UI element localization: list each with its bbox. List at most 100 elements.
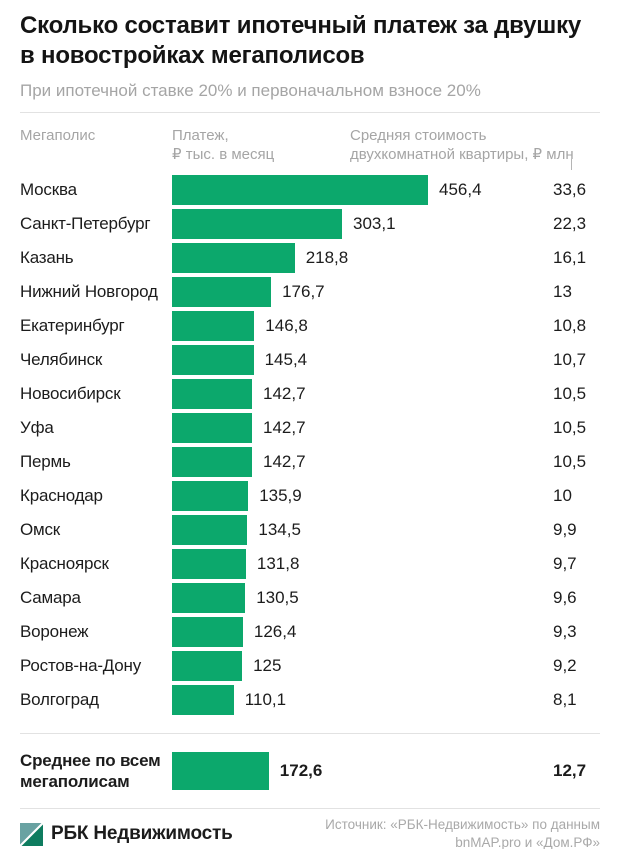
table-row: Екатеринбург 146,8 10,8 bbox=[20, 309, 600, 343]
table-row: Санкт-Петербург 303,1 22,3 bbox=[20, 207, 600, 241]
payment-bar bbox=[172, 209, 342, 239]
price-column-tick bbox=[571, 159, 572, 170]
price-value: 10,8 bbox=[553, 316, 587, 335]
payment-value: 303,1 bbox=[353, 214, 396, 233]
payment-bar bbox=[172, 243, 295, 273]
payment-value: 134,5 bbox=[258, 520, 301, 539]
payment-value: 456,4 bbox=[439, 180, 482, 199]
payment-value: 130,5 bbox=[256, 588, 299, 607]
column-header-price-line1: Средняя стоимость bbox=[350, 127, 487, 144]
table-row: Ростов-на-Дону 125 9,2 bbox=[20, 649, 600, 683]
table-row: Краснодар 135,9 10 bbox=[20, 479, 600, 513]
table-row: Челябинск 145,4 10,7 bbox=[20, 343, 600, 377]
column-header-price: Средняя стоимость двухкомнатной квартиры… bbox=[350, 126, 574, 164]
table-row: Самара 130,5 9,6 bbox=[20, 581, 600, 615]
city-label: Ростов-на-Дону bbox=[20, 656, 142, 675]
city-label: Краснодар bbox=[20, 486, 103, 505]
column-header-price-line2: двухкомнатной квартиры, ₽ млн bbox=[350, 146, 574, 163]
payment-value: 145,4 bbox=[264, 350, 308, 369]
summary-row: Среднее по всем мегаполисам 172,6 12,7 bbox=[20, 734, 600, 808]
price-value: 9,2 bbox=[553, 656, 577, 675]
title-line-2: в новостройках мегаполисов bbox=[20, 42, 365, 69]
payment-value: 142,7 bbox=[263, 452, 306, 471]
summary-payment-value: 172,6 bbox=[279, 761, 323, 780]
title-line-1: Сколько составит ипотечный платеж за дву… bbox=[20, 12, 582, 39]
page-subtitle: При ипотечной ставке 20% и первоначально… bbox=[20, 81, 481, 100]
price-value: 16,1 bbox=[553, 248, 587, 267]
summary-bar-cell: 172,6 bbox=[172, 752, 553, 790]
column-header-payment-line1: Платеж, bbox=[172, 127, 229, 144]
city-label: Омск bbox=[20, 520, 61, 539]
source-line-2: bnMAP.pro и «Дом.РФ» bbox=[455, 835, 600, 849]
rbc-logo-icon bbox=[20, 822, 43, 846]
city-label: Пермь bbox=[20, 452, 71, 471]
price-value: 10,5 bbox=[553, 384, 587, 403]
payment-bar-cell: 110,1 bbox=[172, 683, 553, 717]
header-divider bbox=[20, 112, 600, 113]
city-label: Нижний Новгород bbox=[20, 282, 158, 301]
payment-bar-cell: 146,8 bbox=[172, 309, 553, 343]
price-value: 9,9 bbox=[553, 520, 577, 539]
payment-bar bbox=[172, 175, 428, 205]
city-label: Новосибирск bbox=[20, 384, 121, 403]
payment-bar bbox=[172, 549, 246, 579]
source-line-1: Источник: «РБК-Недвижимость» по данным bbox=[325, 817, 600, 832]
table-row: Пермь 142,7 10,5 bbox=[20, 445, 600, 479]
payment-value: 131,8 bbox=[256, 554, 300, 573]
city-label: Воронеж bbox=[20, 622, 89, 641]
payment-value: 110,1 bbox=[244, 690, 287, 709]
brand-name: РБК Недвижимость bbox=[51, 823, 233, 844]
payment-bar bbox=[172, 413, 252, 443]
city-label: Самара bbox=[20, 588, 81, 607]
column-header-payment-line2: ₽ тыс. в месяц bbox=[172, 146, 275, 163]
payment-bar bbox=[172, 481, 249, 511]
payment-bar bbox=[172, 277, 272, 307]
price-value: 9,3 bbox=[553, 622, 577, 641]
price-value: 10,5 bbox=[553, 452, 587, 471]
chart-rows: Москва 456,4 33,6 Санкт-Петербург 303,1 22,3 К… bbox=[20, 173, 600, 717]
payment-bar-cell: 125 bbox=[172, 649, 553, 683]
payment-bar-cell: 145,4 bbox=[172, 343, 553, 377]
payment-bar-cell: 303,1 bbox=[172, 207, 553, 241]
payment-value: 135,9 bbox=[259, 486, 302, 505]
payment-bar bbox=[172, 617, 243, 647]
city-label: Уфа bbox=[20, 418, 54, 437]
summary-payment-bar bbox=[172, 752, 269, 790]
summary-label: Среднее по всем мегаполисам bbox=[20, 751, 161, 791]
column-header-city: Мегаполис bbox=[20, 127, 96, 144]
payment-bar-cell: 126,4 bbox=[172, 615, 553, 649]
column-headers: Мегаполис Платеж, ₽ тыс. в месяц Средняя… bbox=[20, 113, 600, 173]
payment-bar-cell: 176,7 bbox=[172, 275, 553, 309]
price-value: 22,3 bbox=[553, 214, 587, 233]
column-header-payment: Платеж, ₽ тыс. в месяц bbox=[172, 126, 274, 164]
table-row: Красноярск 131,8 9,7 bbox=[20, 547, 600, 581]
payment-bar bbox=[172, 685, 234, 715]
summary-divider-top bbox=[20, 733, 600, 734]
price-value: 10,5 bbox=[553, 418, 587, 437]
footer-divider bbox=[20, 808, 600, 809]
city-label: Санкт-Петербург bbox=[20, 214, 151, 233]
table-row: Новосибирск 142,7 10,5 bbox=[20, 377, 600, 411]
payment-value: 142,7 bbox=[263, 384, 306, 403]
city-label: Москва bbox=[20, 180, 77, 199]
table-row: Нижний Новгород 176,7 13 bbox=[20, 275, 600, 309]
payment-bar-cell: 142,7 bbox=[172, 377, 553, 411]
payment-bar-cell: 135,9 bbox=[172, 479, 553, 513]
payment-value: 218,8 bbox=[305, 248, 349, 267]
payment-bar bbox=[172, 583, 246, 613]
city-label: Челябинск bbox=[20, 350, 103, 369]
payment-bar bbox=[172, 515, 248, 545]
payment-bar-cell: 456,4 bbox=[172, 173, 553, 207]
payment-bar-cell: 142,7 bbox=[172, 445, 553, 479]
brand: РБК Недвижимость bbox=[20, 822, 233, 846]
payment-bar bbox=[172, 651, 243, 681]
payment-bar-cell: 131,8 bbox=[172, 547, 553, 581]
payment-value: 146,8 bbox=[265, 316, 308, 335]
page-title: Сколько составит ипотечный платеж за дву… bbox=[20, 11, 600, 71]
payment-bar bbox=[172, 311, 255, 341]
payment-bar-cell: 130,5 bbox=[172, 581, 553, 615]
table-row: Казань 218,8 16,1 bbox=[20, 241, 600, 275]
payment-bar bbox=[172, 379, 252, 409]
price-value: 9,7 bbox=[553, 554, 577, 573]
price-value: 9,6 bbox=[553, 588, 577, 607]
